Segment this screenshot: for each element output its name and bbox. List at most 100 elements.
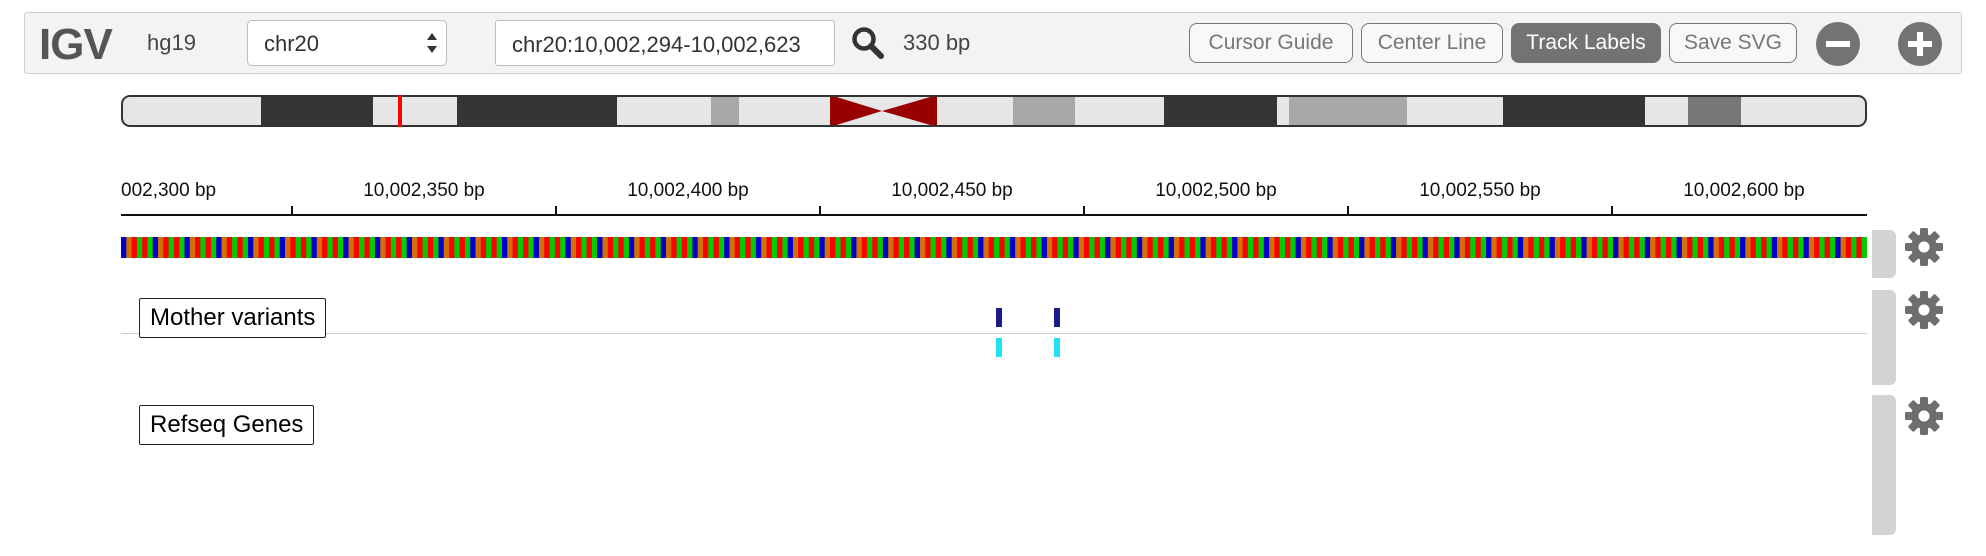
sequence-base [898,237,905,258]
sequence-base [1147,237,1154,258]
zoom-out-icon[interactable] [1815,21,1861,67]
sequence-base [1533,237,1540,258]
sequence-base [1740,237,1746,258]
save-svg-button[interactable]: Save SVG [1669,23,1797,63]
mother-variants-track[interactable] [121,300,1867,360]
sequence-base [1745,237,1751,258]
sequence-base [1078,237,1085,258]
locus-search-input[interactable]: chr20:10,002,294-10,002,623 [495,20,835,66]
sequence-base [877,237,884,258]
sequence-base [1226,237,1233,258]
sequence-base [1702,237,1709,258]
chromosome-select[interactable]: chr20 [247,20,447,66]
sequence-base [242,237,249,258]
sequence-base [893,237,900,258]
sequence-base [1009,237,1016,258]
sequence-base [819,237,826,258]
sequence-base [337,237,344,258]
gear-icon[interactable] [1904,290,1944,330]
sequence-base [163,237,170,258]
sequence-base [1242,237,1249,258]
sequence-base [623,237,630,258]
sequence-base [232,237,238,258]
cursor-guide-button[interactable]: Cursor Guide [1189,23,1353,63]
sequence-base [1676,237,1683,258]
sequence-base [406,237,413,258]
sequence-base [1464,237,1471,258]
sequence-base [491,237,498,258]
sequence-base [745,237,752,258]
sequence-base [845,237,852,258]
sequence-base [1385,237,1392,258]
sequence-base [586,237,593,258]
sequence-base [1591,237,1598,258]
sequence-base [829,237,836,258]
sequence-base [459,237,466,258]
chromosome-select-value: chr20 [264,31,320,56]
track-scrollbar[interactable] [1872,230,1896,278]
sequence-base [237,237,244,258]
sequence-base [1729,237,1736,258]
chromosome-ideogram[interactable] [121,95,1867,127]
zoom-in-icon[interactable] [1897,21,1943,67]
sequence-base [676,237,683,258]
sequence-base [168,237,175,258]
sequence-base [454,237,461,258]
sequence-base [983,237,990,258]
sequence-base [972,237,979,258]
cytoband-gpos50 [711,96,739,126]
sequence-base [787,237,794,258]
gear-icon[interactable] [1904,396,1944,436]
sequence-base [1068,237,1074,258]
sequence-base [1015,237,1021,258]
sequence-base [158,237,164,258]
igv-logo: IGV [39,20,113,69]
gear-icon[interactable] [1904,227,1944,267]
sequence-base [1110,237,1117,258]
sequence-base [184,237,191,258]
sequence-base [1136,237,1143,258]
sequence-base [713,237,720,258]
ruler-track: 002,300 bp 10,002,350 bp 10,002,400 bp 1… [121,180,1867,220]
sequence-base [269,237,275,258]
sequence-base [263,237,270,258]
sequence-base [1179,237,1185,258]
sequence-base [422,237,429,258]
track-scrollbar[interactable] [1872,395,1896,535]
sequence-base [1475,237,1482,258]
sequence-base [1205,237,1212,258]
sequence-base [300,237,307,258]
sequence-base [1115,237,1122,258]
sequence-base [480,237,487,258]
sequence-base [322,237,328,258]
sequence-base [380,237,386,258]
sequence-base [311,237,318,258]
sequence-base [343,237,349,258]
track-labels-button[interactable]: Track Labels [1511,23,1661,63]
sequence-base [449,237,455,258]
track-scrollbar[interactable] [1872,290,1896,385]
sequence-base [433,237,439,258]
center-line-button[interactable]: Center Line [1361,23,1503,63]
search-icon[interactable] [851,26,885,60]
sequence-base [121,237,127,258]
sequence-base [882,237,889,258]
sequence-base [914,237,921,258]
current-region-marker [398,95,402,127]
sequence-base [1173,237,1180,258]
sequence-base [872,237,878,258]
sequence-base [253,237,259,258]
sequence-base [1369,237,1376,258]
sequence-base [1655,237,1662,258]
sequence-base [1687,237,1693,258]
sequence-base [1062,237,1069,258]
sequence-base [724,237,730,258]
sequence-base [258,237,265,258]
sequence-base [1020,237,1027,258]
sequence-base [956,237,963,258]
sequence-base [703,237,709,258]
locus-search-value: chr20:10,002,294-10,002,623 [512,32,801,57]
sequence-base [687,237,693,258]
sequence-base [1041,237,1048,258]
sequence-base [1200,237,1207,258]
